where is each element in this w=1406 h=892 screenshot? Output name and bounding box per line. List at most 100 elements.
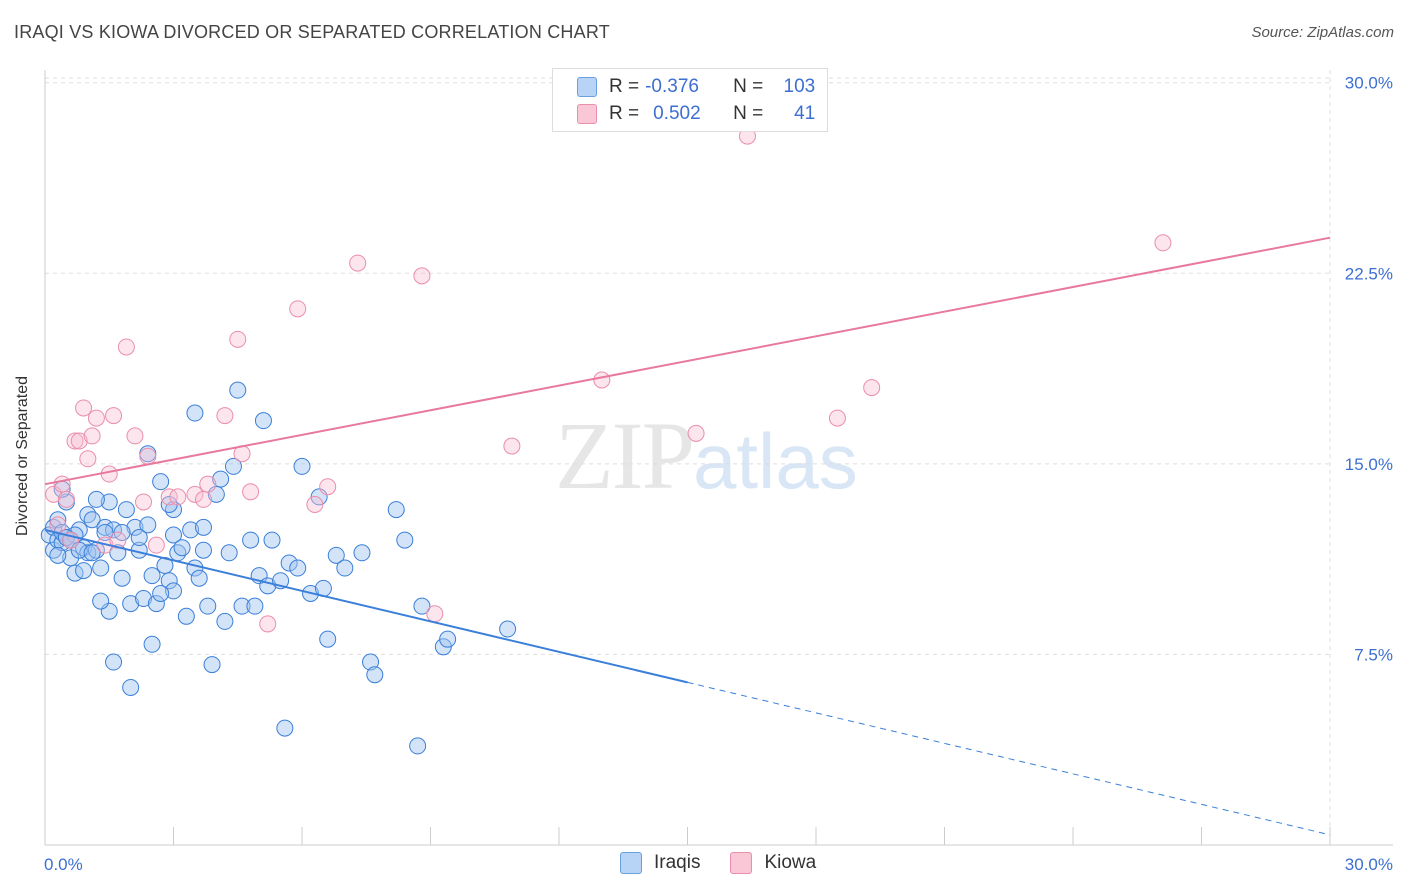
iraqis-point	[233, 597, 251, 615]
kiowa-point	[147, 536, 165, 554]
iraqis-point	[499, 620, 517, 638]
watermark: ZIPatlas	[555, 400, 858, 511]
iraqis-point	[216, 612, 234, 630]
series-legend: Iraqis Kiowa	[620, 852, 846, 874]
iraqis-point	[143, 635, 161, 653]
iraqis-trend-line	[44, 528, 688, 684]
kiowa-point	[135, 493, 153, 511]
iraqis-point	[409, 737, 427, 755]
iraqis-point	[75, 562, 93, 580]
kiowa-point	[259, 615, 277, 633]
iraqis-point	[254, 412, 272, 430]
iraqis-point	[92, 592, 110, 610]
iraqis-point	[366, 666, 384, 684]
y-tick-label: 15.0%	[1345, 455, 1393, 474]
kiowa-point	[194, 490, 212, 508]
iraqis-point	[165, 526, 182, 544]
watermark-zip: ZIP	[555, 402, 695, 509]
kiowa-point	[289, 300, 307, 318]
iraqis-point	[135, 590, 153, 608]
legend-r-label: R =	[609, 76, 640, 97]
iraqis-point	[100, 493, 118, 511]
iraqis-point	[220, 544, 238, 562]
iraqis-point	[199, 597, 217, 615]
legend-n-label: N =	[733, 76, 764, 97]
legend-n-value: 41	[794, 103, 816, 124]
kiowa-point	[139, 447, 157, 465]
kiowa-point	[105, 407, 123, 425]
legend-label-kiowa: Kiowa	[764, 852, 817, 873]
x-tick-label: 30.0%	[1345, 855, 1393, 874]
iraqis-point	[173, 539, 191, 557]
iraqis-trend-extension	[687, 681, 1331, 836]
iraqis-point	[130, 529, 148, 547]
legend-n-label: N =	[733, 103, 764, 124]
kiowa-point	[349, 254, 367, 272]
iraqis-point	[147, 595, 165, 613]
correlation-legend: R = -0.376 N = 103 R = 0.502 N = 41	[552, 68, 828, 132]
iraqis-point	[280, 554, 298, 572]
iraqis-point	[212, 470, 230, 488]
iraqis-point	[87, 490, 105, 508]
y-tick-label: 30.0%	[1345, 74, 1393, 93]
kiowa-point	[126, 427, 144, 445]
iraqis-point	[49, 546, 67, 564]
iraqis-point	[194, 518, 212, 536]
y-tick-label: 7.5%	[1354, 645, 1393, 664]
kiowa-point	[216, 407, 234, 425]
iraqis-point	[96, 523, 114, 541]
kiowa-point	[319, 478, 337, 496]
iraqis-point	[289, 559, 307, 577]
kiowa-point	[87, 409, 105, 427]
iraqis-point	[177, 607, 195, 625]
kiowa-point	[57, 490, 75, 508]
iraqis-point	[336, 559, 354, 577]
chart-title: IRAQI VS KIOWA DIVORCED OR SEPARATED COR…	[14, 22, 610, 42]
iraqis-point	[160, 572, 178, 590]
kiowa-point	[75, 399, 93, 417]
iraqis-point	[353, 544, 371, 562]
legend-item-iraqis[interactable]: Iraqis	[620, 852, 700, 874]
kiowa-point	[593, 371, 611, 389]
iraqis-point	[49, 511, 67, 529]
iraqis-point	[263, 531, 281, 549]
kiowa-point	[503, 437, 521, 455]
legend-row-kiowa: R = 0.502 N = 41	[577, 102, 815, 126]
source-label: Source: ZipAtlas.com	[1251, 24, 1394, 41]
iraqis-point	[182, 521, 200, 539]
iraqis-point	[194, 541, 212, 559]
iraqis-point	[122, 678, 140, 696]
legend-r-value: -0.376	[645, 76, 699, 97]
kiowa-point	[53, 475, 71, 493]
legend-item-kiowa[interactable]: Kiowa	[730, 852, 816, 874]
legend-r-label: R =	[609, 103, 640, 124]
kiowa-point	[242, 483, 260, 501]
iraqis-point	[139, 516, 157, 534]
kiowa-point	[687, 424, 705, 442]
iraqis-point	[83, 511, 101, 529]
iraqis-point	[224, 457, 242, 475]
iraqis-point	[126, 518, 144, 536]
iraqis-point	[152, 584, 170, 602]
kiowa-point	[828, 409, 846, 427]
legend-swatch-pink	[577, 104, 597, 124]
kiowa-point	[1154, 234, 1172, 252]
kiowa-point	[863, 379, 881, 397]
legend-swatch-pink	[730, 852, 753, 874]
iraqis-point	[276, 719, 294, 737]
iraqis-point	[190, 569, 208, 587]
iraqis-point	[246, 597, 264, 615]
iraqis-point	[117, 501, 135, 519]
x-tick-label: 0.0%	[44, 855, 83, 874]
iraqis-point	[113, 569, 131, 587]
iraqis-point	[152, 473, 170, 491]
iraqis-point	[319, 630, 337, 648]
iraqis-point	[362, 653, 380, 671]
legend-label-iraqis: Iraqis	[654, 852, 701, 873]
watermark-atlas: atlas	[693, 417, 858, 505]
kiowa-point	[100, 465, 118, 483]
kiowa-point	[413, 267, 431, 285]
kiowa-point	[83, 427, 101, 445]
iraqis-point	[327, 546, 345, 564]
kiowa-point	[49, 516, 67, 534]
